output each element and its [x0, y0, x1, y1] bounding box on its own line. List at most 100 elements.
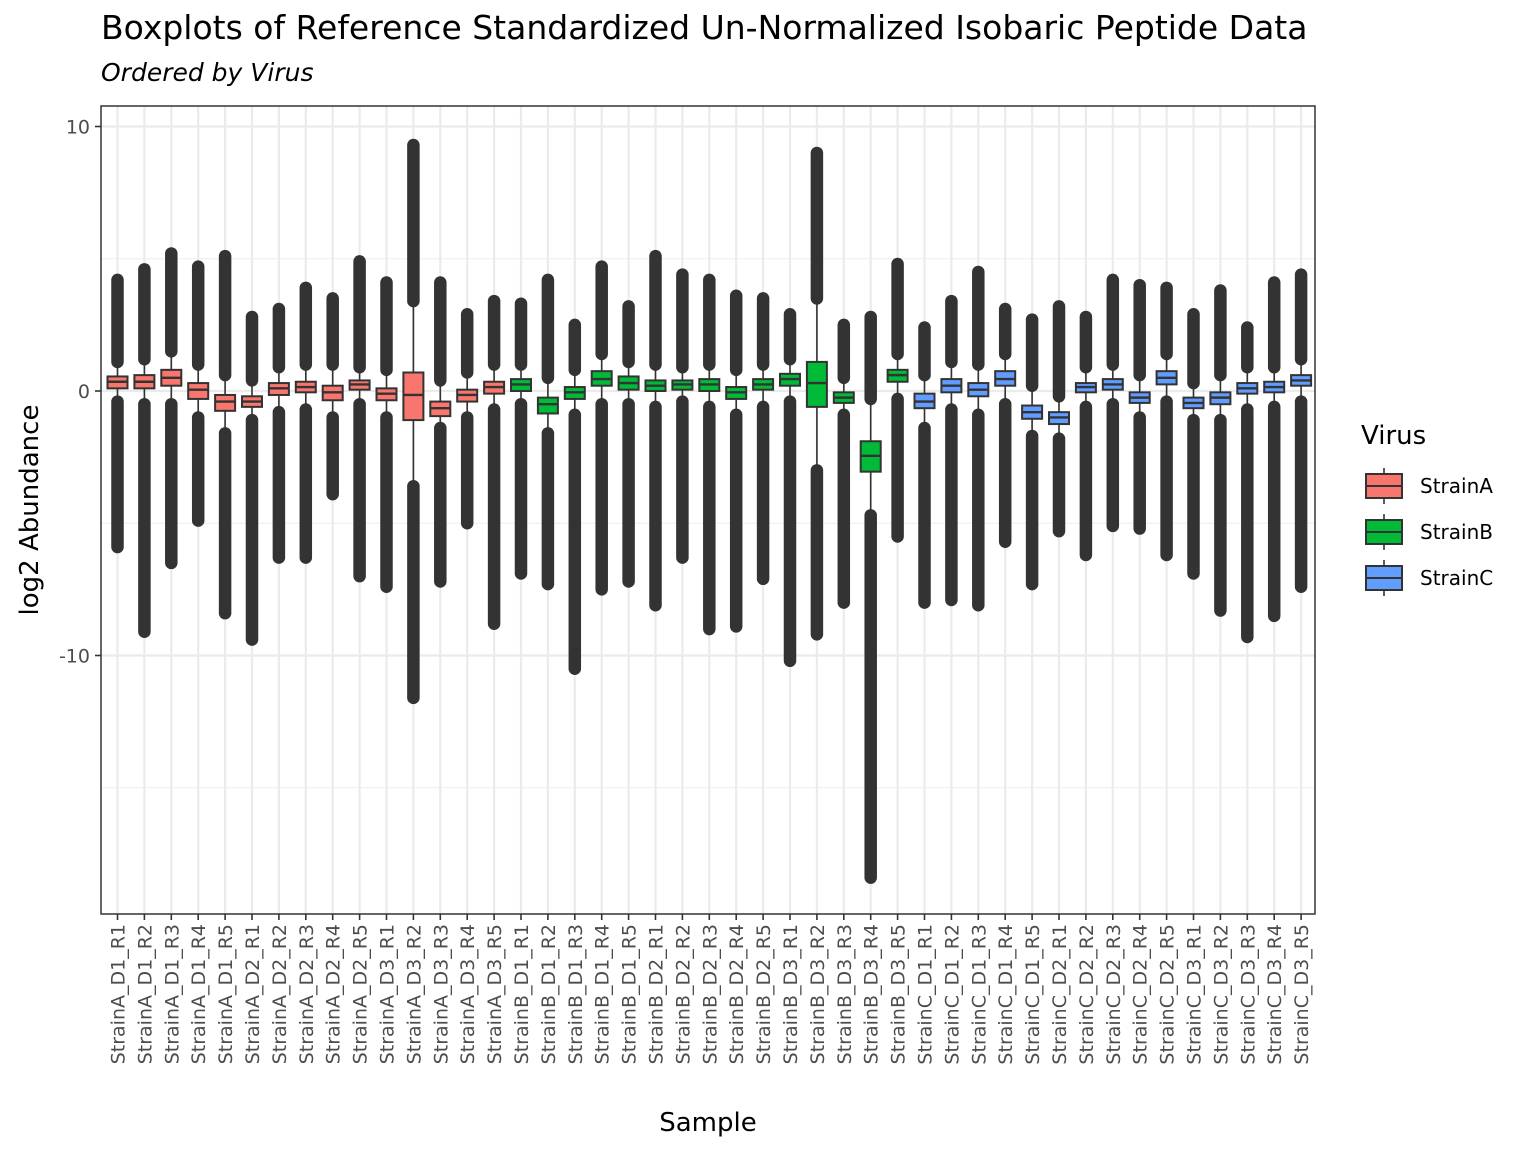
box-StrainA_D2_R4	[321, 292, 344, 501]
x-tick-label: StrainC_D1_R1	[915, 924, 937, 1065]
box-StrainA_D1_R2	[133, 263, 156, 638]
box-StrainC_D3_R2	[1209, 284, 1232, 617]
box-StrainB_D3_R5	[886, 257, 909, 543]
boxplot-series	[106, 138, 1313, 884]
x-tick-label: StrainB_D3_R3	[834, 924, 856, 1064]
x-tick-label: StrainA_D3_R1	[377, 924, 399, 1064]
y-tick-label: 0	[78, 381, 90, 403]
x-tick-label: StrainA_D3_R4	[457, 924, 479, 1064]
box	[805, 360, 828, 408]
box-StrainA_D3_R1	[375, 276, 398, 593]
x-tick-label: StrainC_D2_R4	[1130, 924, 1152, 1065]
x-tick-label: StrainA_D2_R2	[269, 924, 291, 1064]
box-StrainC_D1_R3	[967, 265, 990, 612]
box-StrainB_D1_R5	[617, 300, 640, 588]
x-tick-label: StrainA_D2_R4	[323, 924, 345, 1064]
x-tick-label: StrainC_D2_R2	[1076, 924, 1098, 1065]
box-StrainC_D2_R2	[1074, 310, 1097, 562]
x-tick-label: StrainB_D2_R2	[672, 924, 694, 1064]
box-StrainA_D2_R2	[267, 302, 290, 564]
x-tick-label: StrainB_D3_R2	[807, 924, 829, 1064]
box-StrainA_D3_R3	[429, 276, 452, 588]
box-StrainB_D2_R2	[671, 268, 694, 564]
x-tick-label: StrainC_D2_R1	[1049, 924, 1071, 1065]
box-StrainA_D1_R4	[187, 260, 210, 527]
x-tick-label: StrainB_D3_R4	[861, 924, 883, 1064]
box-StrainB_D3_R1	[779, 308, 801, 668]
box-StrainC_D2_R1	[1048, 300, 1070, 538]
box-StrainC_D1_R5	[1021, 313, 1044, 591]
box-StrainB_D3_R4	[859, 310, 882, 884]
box-StrainA_D3_R5	[483, 294, 506, 631]
box-StrainA_D1_R1	[106, 273, 129, 554]
y-axis: 10 0 -10	[59, 117, 101, 668]
x-tick-label: StrainB_D2_R1	[646, 924, 668, 1064]
x-tick-label: StrainA_D3_R2	[403, 924, 425, 1064]
x-tick-label: StrainB_D1_R5	[619, 924, 641, 1064]
box-StrainB_D3_R2	[805, 146, 828, 641]
box-StrainB_D2_R5	[752, 292, 775, 586]
x-tick-label: StrainA_D1_R4	[188, 924, 210, 1064]
box-StrainB_D1_R4	[590, 260, 613, 596]
x-tick-label: StrainC_D2_R3	[1103, 924, 1125, 1065]
x-tick-label: StrainB_D2_R4	[726, 924, 748, 1064]
box-StrainB_D2_R3	[698, 273, 721, 636]
legend-key-StrainB: StrainB	[1361, 510, 1493, 554]
x-tick-label: StrainA_D2_R3	[296, 924, 318, 1064]
x-axis: StrainA_D1_R1 StrainA_D1_R2 StrainA_D1_R3 S…	[108, 914, 1313, 1065]
chart-subtitle: Ordered by Virus	[101, 58, 314, 87]
box-StrainA_D3_R2	[402, 138, 425, 705]
x-tick-label: StrainA_D1_R3	[161, 924, 183, 1064]
box-StrainB_D1_R1	[510, 297, 532, 580]
box-StrainA_D1_R5	[214, 249, 237, 620]
legend: Virus StrainA StrainB StrainC	[1361, 421, 1493, 600]
box	[214, 393, 237, 412]
x-tick-label: StrainC_D3_R5	[1291, 924, 1313, 1065]
y-tick-label: -10	[59, 646, 90, 668]
box-StrainB_D3_R3	[832, 318, 855, 609]
x-tick-label: StrainA_D1_R1	[108, 924, 130, 1064]
box-StrainA_D2_R3	[294, 281, 317, 564]
y-tick-label: 10	[66, 117, 90, 139]
box-StrainC_D1_R4	[994, 302, 1017, 549]
box	[536, 396, 559, 415]
x-tick-label: StrainC_D3_R4	[1264, 924, 1286, 1065]
box-StrainC_D2_R4	[1128, 278, 1151, 535]
box-StrainB_D2_R4	[725, 289, 748, 633]
box-StrainA_D2_R5	[348, 255, 371, 583]
box-StrainA_D3_R4	[456, 308, 479, 530]
box	[187, 382, 210, 400]
box-StrainB_D1_R3	[563, 318, 586, 675]
x-tick-label: StrainA_D2_R5	[350, 924, 372, 1064]
x-tick-label: StrainB_D1_R4	[592, 924, 614, 1064]
x-tick-label: StrainC_D1_R3	[968, 924, 990, 1065]
legend-key-StrainA: StrainA	[1361, 464, 1493, 508]
legend-title: Virus	[1361, 421, 1426, 451]
x-tick-label: StrainB_D1_R1	[511, 924, 533, 1064]
x-tick-label: StrainC_D3_R3	[1237, 924, 1259, 1065]
box-StrainC_D1_R2	[940, 294, 963, 607]
box-StrainC_D2_R3	[1101, 273, 1124, 533]
box-StrainC_D2_R5	[1155, 281, 1178, 562]
x-tick-label: StrainC_D1_R2	[941, 924, 963, 1065]
x-tick-label: StrainC_D3_R1	[1184, 924, 1206, 1065]
x-tick-label: StrainC_D3_R2	[1210, 924, 1232, 1065]
x-tick-label: StrainB_D2_R3	[699, 924, 721, 1064]
x-tick-label: StrainB_D1_R3	[565, 924, 587, 1064]
x-tick-label: StrainB_D3_R5	[888, 924, 910, 1064]
legend-label: StrainA	[1420, 474, 1493, 498]
x-tick-label: StrainB_D3_R1	[780, 924, 802, 1064]
legend-label: StrainC	[1420, 566, 1493, 590]
x-tick-label: StrainC_D1_R5	[1022, 924, 1044, 1065]
x-tick-label: StrainA_D3_R3	[430, 924, 452, 1064]
box-StrainC_D3_R1	[1182, 308, 1205, 580]
box-StrainA_D1_R3	[160, 247, 183, 570]
plot-panel-border	[100, 105, 1316, 915]
legend-label: StrainB	[1420, 520, 1493, 544]
box	[402, 371, 425, 422]
x-tick-label: StrainA_D2_R1	[242, 924, 264, 1064]
x-tick-label: StrainA_D1_R5	[215, 924, 237, 1064]
box-StrainC_D3_R4	[1263, 276, 1286, 623]
x-axis-title: Sample	[659, 1108, 757, 1138]
